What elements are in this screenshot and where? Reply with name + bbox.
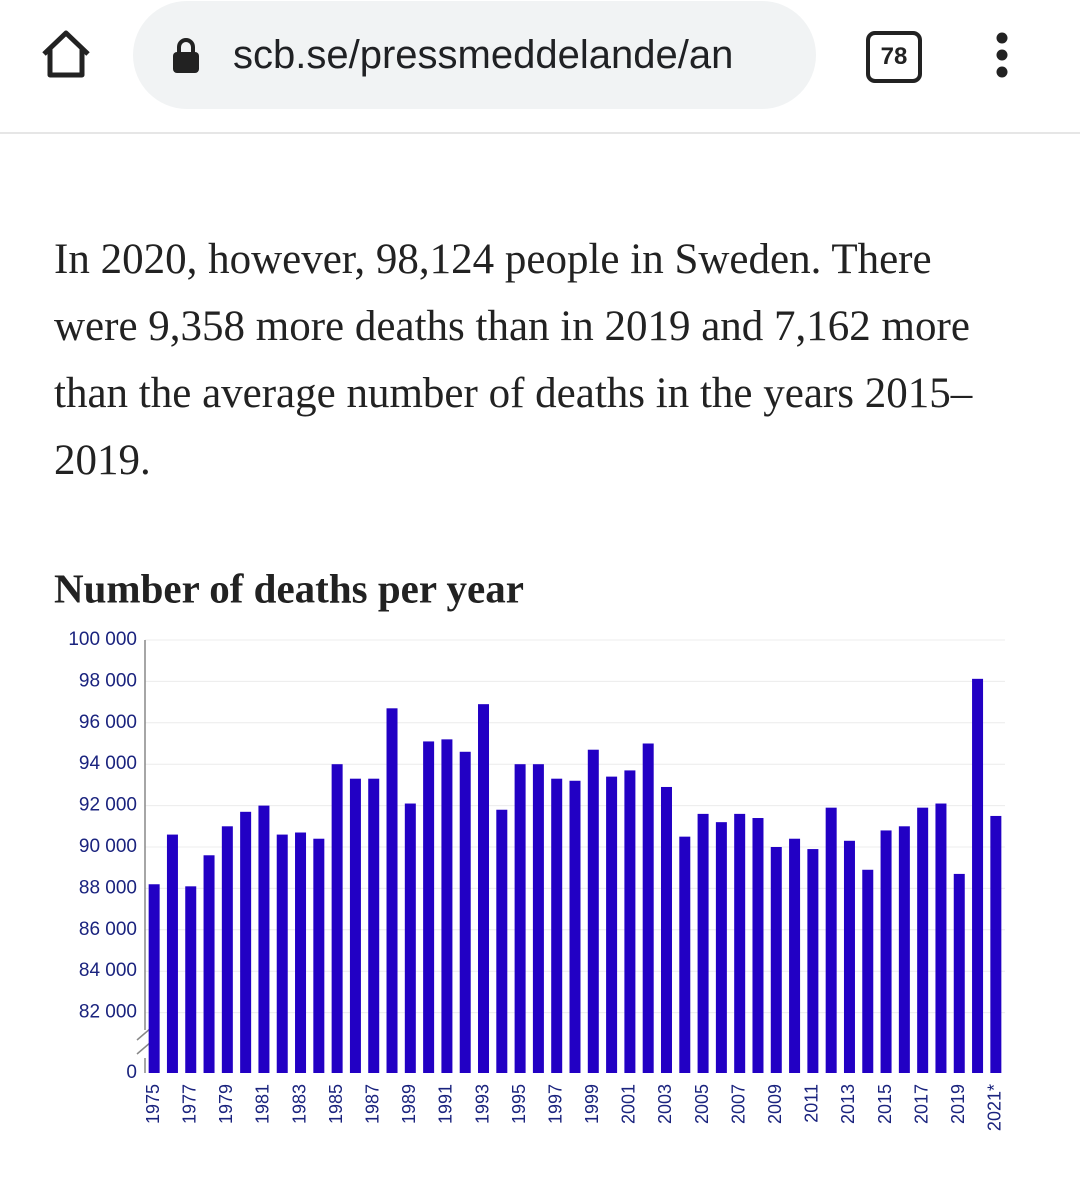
chart-title: Number of deaths per year [54,565,524,611]
bar [551,778,563,1073]
x-tick-label: 2011 [802,1084,822,1123]
bar [441,739,453,1073]
x-tick-label: 1975 [143,1084,163,1124]
bar [624,770,636,1073]
bar [697,813,709,1073]
bar [990,815,1002,1073]
x-tick-label: 1993 [472,1084,492,1124]
y-tick-label: 92 000 [79,795,137,816]
bar [953,873,965,1073]
home-button[interactable] [38,28,94,80]
bar [679,836,691,1073]
bar [313,838,325,1073]
y-tick-label: 96 000 [79,712,137,733]
bar [972,678,984,1073]
bar [660,786,672,1073]
bar [917,807,929,1073]
x-tick-label: 2009 [765,1084,785,1124]
x-tick-label: 2005 [692,1084,712,1124]
bar [295,832,307,1073]
x-tick-label: 1989 [399,1084,419,1124]
y-tick-label: 86 000 [79,919,137,940]
bar [734,813,746,1073]
tab-count[interactable]: 78 [866,31,922,83]
x-tick-label: 2003 [655,1084,675,1124]
bar [276,834,288,1073]
bar [166,834,178,1073]
cutoff-text: Tomas Johansson. [54,134,359,144]
bar [642,743,654,1073]
address-bar[interactable]: scb.se/pressmeddelande/an [133,1,816,109]
bar [148,884,160,1073]
bar [349,778,361,1073]
y-tick-label: 94 000 [79,753,137,774]
x-tick-label: 1981 [253,1084,273,1124]
x-tick-label: 1987 [362,1084,382,1124]
y-tick-label: 82 000 [79,1002,137,1023]
x-tick-label: 2017 [911,1084,931,1124]
bar [496,809,508,1073]
bar [752,818,764,1073]
menu-button[interactable] [990,32,1014,80]
content: Tomas Johansson. In 2020, however, 98,12… [0,134,1080,1184]
x-tick-label: 2013 [838,1084,858,1124]
y-tick-label: 88 000 [79,877,137,898]
bar [258,805,270,1073]
x-tick-label: 1983 [289,1084,309,1124]
bar [862,869,874,1073]
y-tick-label: 0 [126,1062,137,1083]
bar [368,778,380,1073]
bar [715,822,727,1073]
y-tick-label: 84 000 [79,960,137,981]
bar [185,886,197,1073]
bar [532,764,544,1073]
x-tick-label: 2015 [875,1084,895,1124]
bar [587,749,599,1073]
x-tick-label: 1985 [326,1084,346,1124]
y-tick-label: 98 000 [79,670,137,691]
bar [880,830,892,1073]
bar [807,849,819,1073]
x-tick-label: 2007 [728,1084,748,1124]
bar [825,807,837,1073]
bar [514,764,526,1073]
browser-toolbar: scb.se/pressmeddelande/an 78 [0,0,1080,134]
bar [404,803,416,1073]
x-tick-label: 1979 [216,1084,236,1124]
bar [240,811,252,1073]
x-tick-label: 1995 [509,1084,529,1124]
x-tick-label: 1991 [436,1084,456,1124]
x-tick-label: 2019 [948,1084,968,1124]
x-tick-label: 1999 [582,1084,602,1124]
bar [459,751,471,1073]
bar [789,838,801,1073]
bar [935,803,947,1073]
bar [331,764,343,1073]
x-tick-label: 2001 [619,1084,639,1124]
lock-icon [173,38,199,73]
bar [423,741,435,1073]
bar [898,826,910,1073]
bar [606,776,618,1073]
x-tick-label: 1997 [545,1084,565,1124]
bar [203,855,215,1073]
url-text: scb.se/pressmeddelande/an [233,33,734,77]
y-tick-label: 90 000 [79,836,137,857]
x-tick-label: 1977 [179,1084,199,1124]
bar [770,847,782,1073]
bar [221,826,233,1073]
x-tick-label: 2021* [985,1084,1005,1131]
bar [478,704,490,1073]
bar [386,708,398,1073]
y-tick-label: 100 000 [68,629,137,650]
bar [843,840,855,1073]
paragraph: In 2020, however, 98,124 people in Swede… [54,236,973,484]
bar [569,780,581,1073]
